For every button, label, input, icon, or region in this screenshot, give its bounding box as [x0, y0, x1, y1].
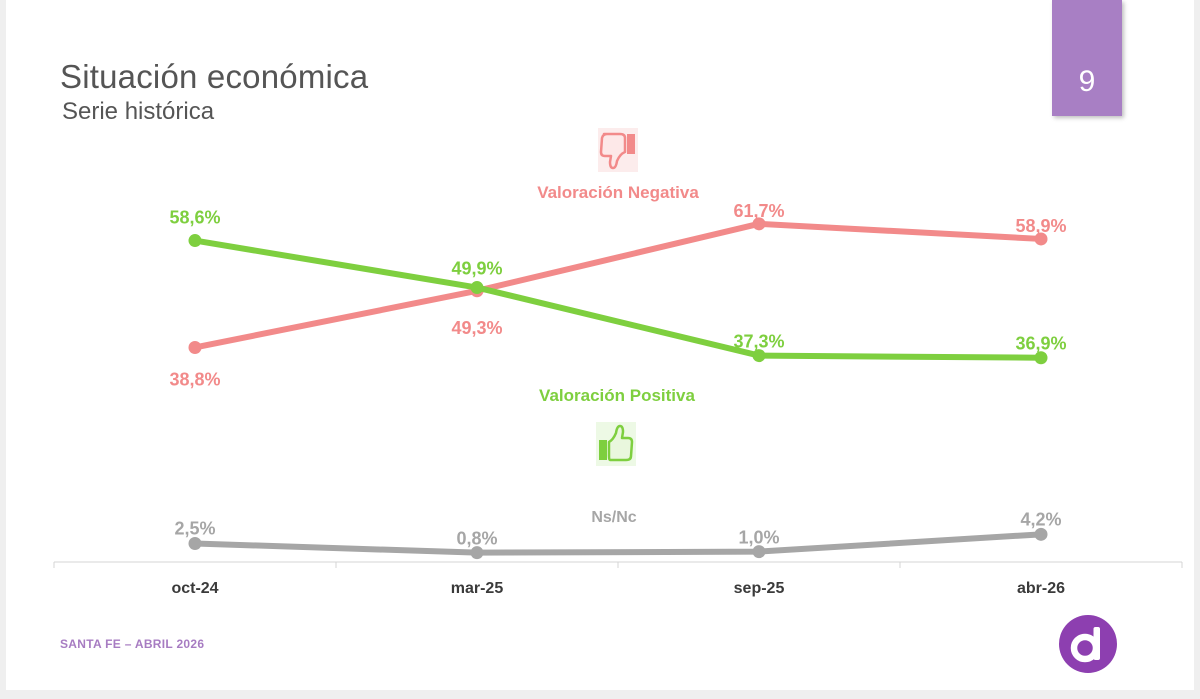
data-label-positive: 37,3% — [733, 332, 784, 352]
data-label-nsnc: 1,0% — [738, 528, 779, 548]
page-number-badge: 9 — [1052, 0, 1122, 116]
data-point-positive — [188, 234, 202, 248]
thumbs-down-icon — [598, 128, 638, 172]
series-line-negative — [192, 220, 1044, 351]
x-tick-label: oct-24 — [171, 580, 218, 597]
data-label-positive: 49,9% — [451, 259, 502, 279]
data-point-nsnc — [188, 537, 202, 550]
data-label-positive: 58,6% — [169, 208, 220, 228]
data-point-negative — [1034, 232, 1048, 246]
thumbs-up-icon — [596, 422, 636, 466]
data-point-positive — [470, 281, 484, 295]
series-name-positive: Valoración Positiva — [539, 386, 695, 405]
x-tick-label: abr-26 — [1017, 580, 1065, 597]
data-label-negative: 61,7% — [733, 201, 784, 221]
x-tick-label: sep-25 — [734, 580, 785, 597]
x-tick-label: mar-25 — [451, 580, 504, 597]
data-point-nsnc — [752, 545, 766, 559]
brand-logo-icon — [1059, 615, 1117, 673]
data-point-nsnc — [1034, 527, 1048, 541]
data-label-negative: 38,8% — [169, 369, 220, 389]
data-point-positive — [752, 349, 766, 363]
page-title: Situación económica — [60, 58, 369, 95]
data-point-negative — [188, 340, 202, 354]
data-point-positive — [1034, 351, 1048, 365]
series-line-positive — [192, 237, 1044, 361]
data-label-positive: 36,9% — [1015, 334, 1066, 354]
data-point-nsnc — [470, 546, 484, 560]
page-subtitle: Serie histórica — [62, 98, 215, 125]
data-label-nsnc: 4,2% — [1020, 509, 1061, 529]
series-name-negative: Valoración Negativa — [537, 183, 699, 202]
footer-text: SANTA FE – ABRIL 2026 — [60, 637, 205, 651]
data-label-nsnc: 0,8% — [456, 529, 497, 549]
data-point-negative — [752, 217, 766, 231]
data-label-nsnc: 2,5% — [174, 519, 215, 539]
series-name-nsnc: Ns/Nc — [591, 509, 636, 526]
data-label-negative: 49,3% — [451, 318, 502, 338]
series-line-nsnc — [192, 531, 1044, 556]
data-label-negative: 58,9% — [1015, 216, 1066, 236]
